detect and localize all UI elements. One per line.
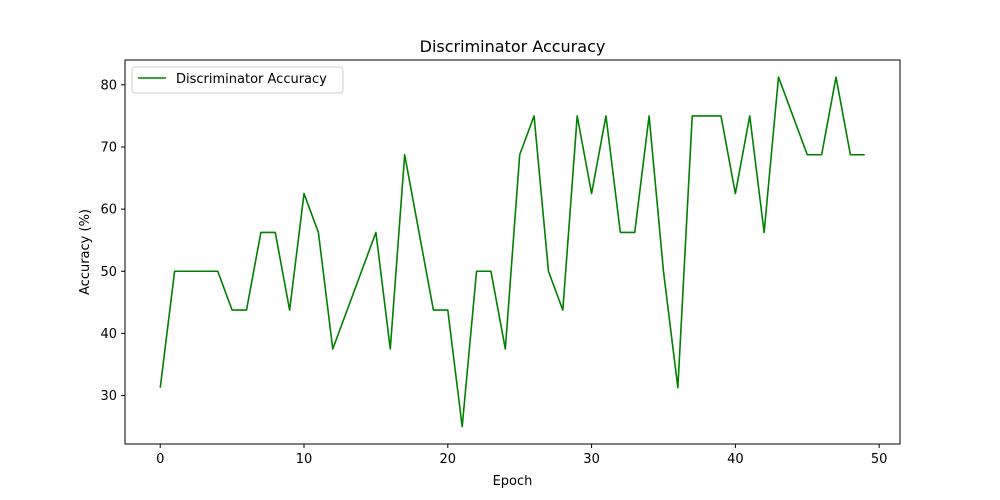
x-tick-label: 50 — [871, 452, 888, 467]
y-tick-label: 30 — [100, 389, 117, 404]
x-tick-label: 10 — [296, 452, 313, 467]
y-tick-label: 50 — [100, 265, 117, 280]
legend-label: Discriminator Accuracy — [176, 72, 327, 87]
x-tick-label: 20 — [440, 452, 457, 467]
y-tick-label: 40 — [100, 327, 117, 342]
chart-title: Discriminator Accuracy — [420, 37, 606, 56]
series-line-0 — [159, 76, 865, 428]
plot-frame — [124, 59, 901, 445]
y-tick-label: 70 — [100, 140, 117, 155]
y-tick-label: 80 — [100, 78, 117, 93]
legend-box — [131, 66, 344, 94]
x-tick-label: 30 — [583, 452, 600, 467]
y-axis-label: Accuracy (%) — [78, 209, 93, 295]
legend: Discriminator Accuracy — [131, 66, 344, 94]
x-tick-label: 0 — [156, 452, 164, 467]
x-axis-label: Epoch — [493, 474, 533, 489]
y-tick-label: 60 — [100, 203, 117, 218]
x-tick-label: 40 — [727, 452, 744, 467]
